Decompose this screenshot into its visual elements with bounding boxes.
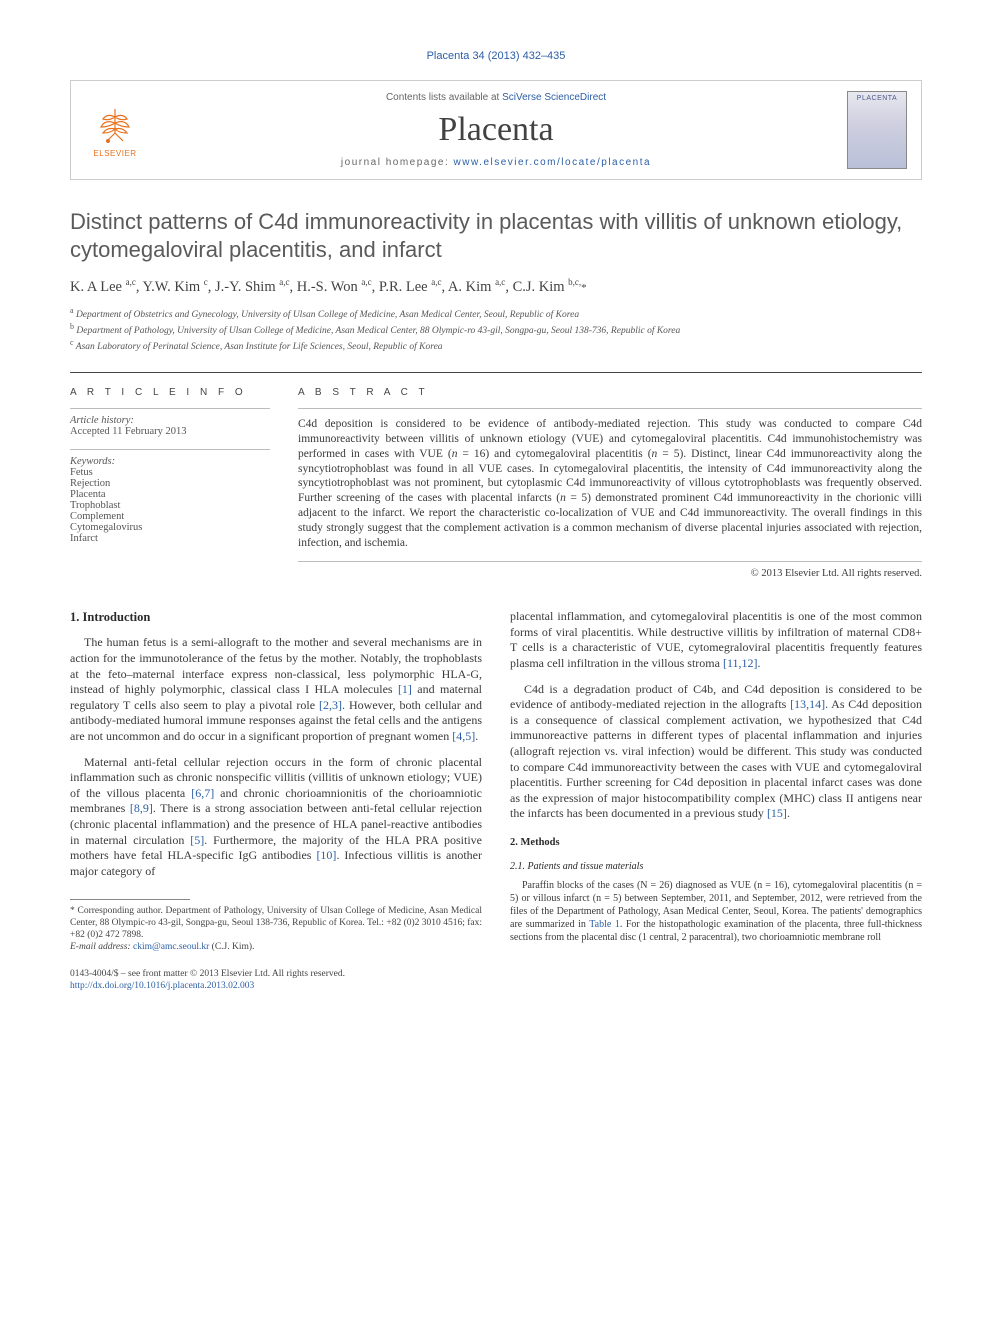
info-abstract-row: A R T I C L E I N F O Article history: A… [70,372,922,579]
email-suffix: (C.J. Kim). [209,942,254,952]
contents-available-line: Contents lists available at SciVerse Sci… [145,92,847,103]
affiliation-b: b Department of Pathology, University of… [70,322,922,338]
issn-text: 0143-4004/$ – see front matter © 2013 El… [70,968,482,980]
footnote-separator [70,899,190,900]
email-line: E-mail address: ckim@amc.seoul.kr (C.J. … [70,942,482,954]
methods-para-1: Paraffin blocks of the cases (N = 26) di… [510,879,922,944]
sciencedirect-link[interactable]: SciVerse ScienceDirect [502,92,606,103]
article-history-block: Article history: Accepted 11 February 20… [70,408,270,437]
abstract-copyright: © 2013 Elsevier Ltd. All rights reserved… [298,568,922,579]
affiliation-a: a Department of Obstetrics and Gynecolog… [70,306,922,322]
journal-title: Placenta [145,111,847,149]
column-right: placental inflammation, and cytomegalovi… [510,609,922,992]
methods-subheading: 2.1. Patients and tissue materials [510,860,922,873]
journal-header-box: ELSEVIER Contents lists available at Sci… [70,80,922,180]
corresponding-footnote: * Corresponding author. Department of Pa… [70,906,482,954]
keyword-item: Infarct [70,533,270,544]
affiliation-c: c Asan Laboratory of Perinatal Science, … [70,338,922,354]
keywords-label: Keywords: [70,456,270,467]
intro-para-2: Maternal anti-fetal cellular rejection o… [70,755,482,880]
keyword-item: Fetus [70,467,270,478]
article-title: Distinct patterns of C4d immunoreactivit… [70,208,922,263]
intro-para-4: C4d is a degradation product of C4b, and… [510,682,922,822]
keyword-item: Rejection [70,478,270,489]
keyword-item: Cytomegalovirus [70,522,270,533]
keyword-item: Placenta [70,489,270,500]
abstract-text: C4d deposition is considered to be evide… [298,408,922,562]
authors-line: K. A Lee a,c, Y.W. Kim c, J.-Y. Shim a,c… [70,277,922,296]
header-center: Contents lists available at SciVerse Sci… [145,92,847,168]
email-label: E-mail address: [70,942,133,952]
methods-body: Paraffin blocks of the cases (N = 26) di… [510,879,922,944]
elsevier-logo: ELSEVIER [85,96,145,164]
intro-para-1: The human fetus is a semi-allograft to t… [70,635,482,744]
elsevier-label: ELSEVIER [93,149,136,158]
methods-heading: 2. Methods [510,836,922,850]
intro-heading: 1. Introduction [70,609,482,625]
elsevier-tree-icon [93,103,137,147]
article-info-sidebar: A R T I C L E I N F O Article history: A… [70,387,270,579]
page: Placenta 34 (2013) 432–435 ELSEVIER Cont… [0,0,992,1033]
homepage-url-link[interactable]: www.elsevier.com/locate/placenta [454,157,652,168]
homepage-line: journal homepage: www.elsevier.com/locat… [145,157,847,168]
keywords-block: Keywords: Fetus Rejection Placenta Troph… [70,449,270,544]
corresponding-text: * Corresponding author. Department of Pa… [70,906,482,942]
header-citation: Placenta 34 (2013) 432–435 [70,50,922,62]
cover-label: PLACENTA [848,92,906,102]
contents-prefix: Contents lists available at [386,92,502,103]
intro-para-3: placental inflammation, and cytomegalovi… [510,609,922,671]
footer-issn-line: 0143-4004/$ – see front matter © 2013 El… [70,968,482,993]
doi-link[interactable]: http://dx.doi.org/10.1016/j.placenta.201… [70,981,254,991]
affiliations: a Department of Obstetrics and Gynecolog… [70,306,922,354]
body-columns: 1. Introduction The human fetus is a sem… [70,609,922,992]
keyword-item: Complement [70,511,270,522]
history-value: Accepted 11 February 2013 [70,426,270,437]
abstract-heading: A B S T R A C T [298,387,922,398]
column-left: 1. Introduction The human fetus is a sem… [70,609,482,992]
history-label: Article history: [70,415,270,426]
article-info-heading: A R T I C L E I N F O [70,387,270,398]
homepage-prefix: journal homepage: [341,157,454,168]
abstract-column: A B S T R A C T C4d deposition is consid… [298,387,922,579]
journal-cover-thumbnail: PLACENTA [847,91,907,169]
keyword-item: Trophoblast [70,500,270,511]
email-link[interactable]: ckim@amc.seoul.kr [133,942,209,952]
